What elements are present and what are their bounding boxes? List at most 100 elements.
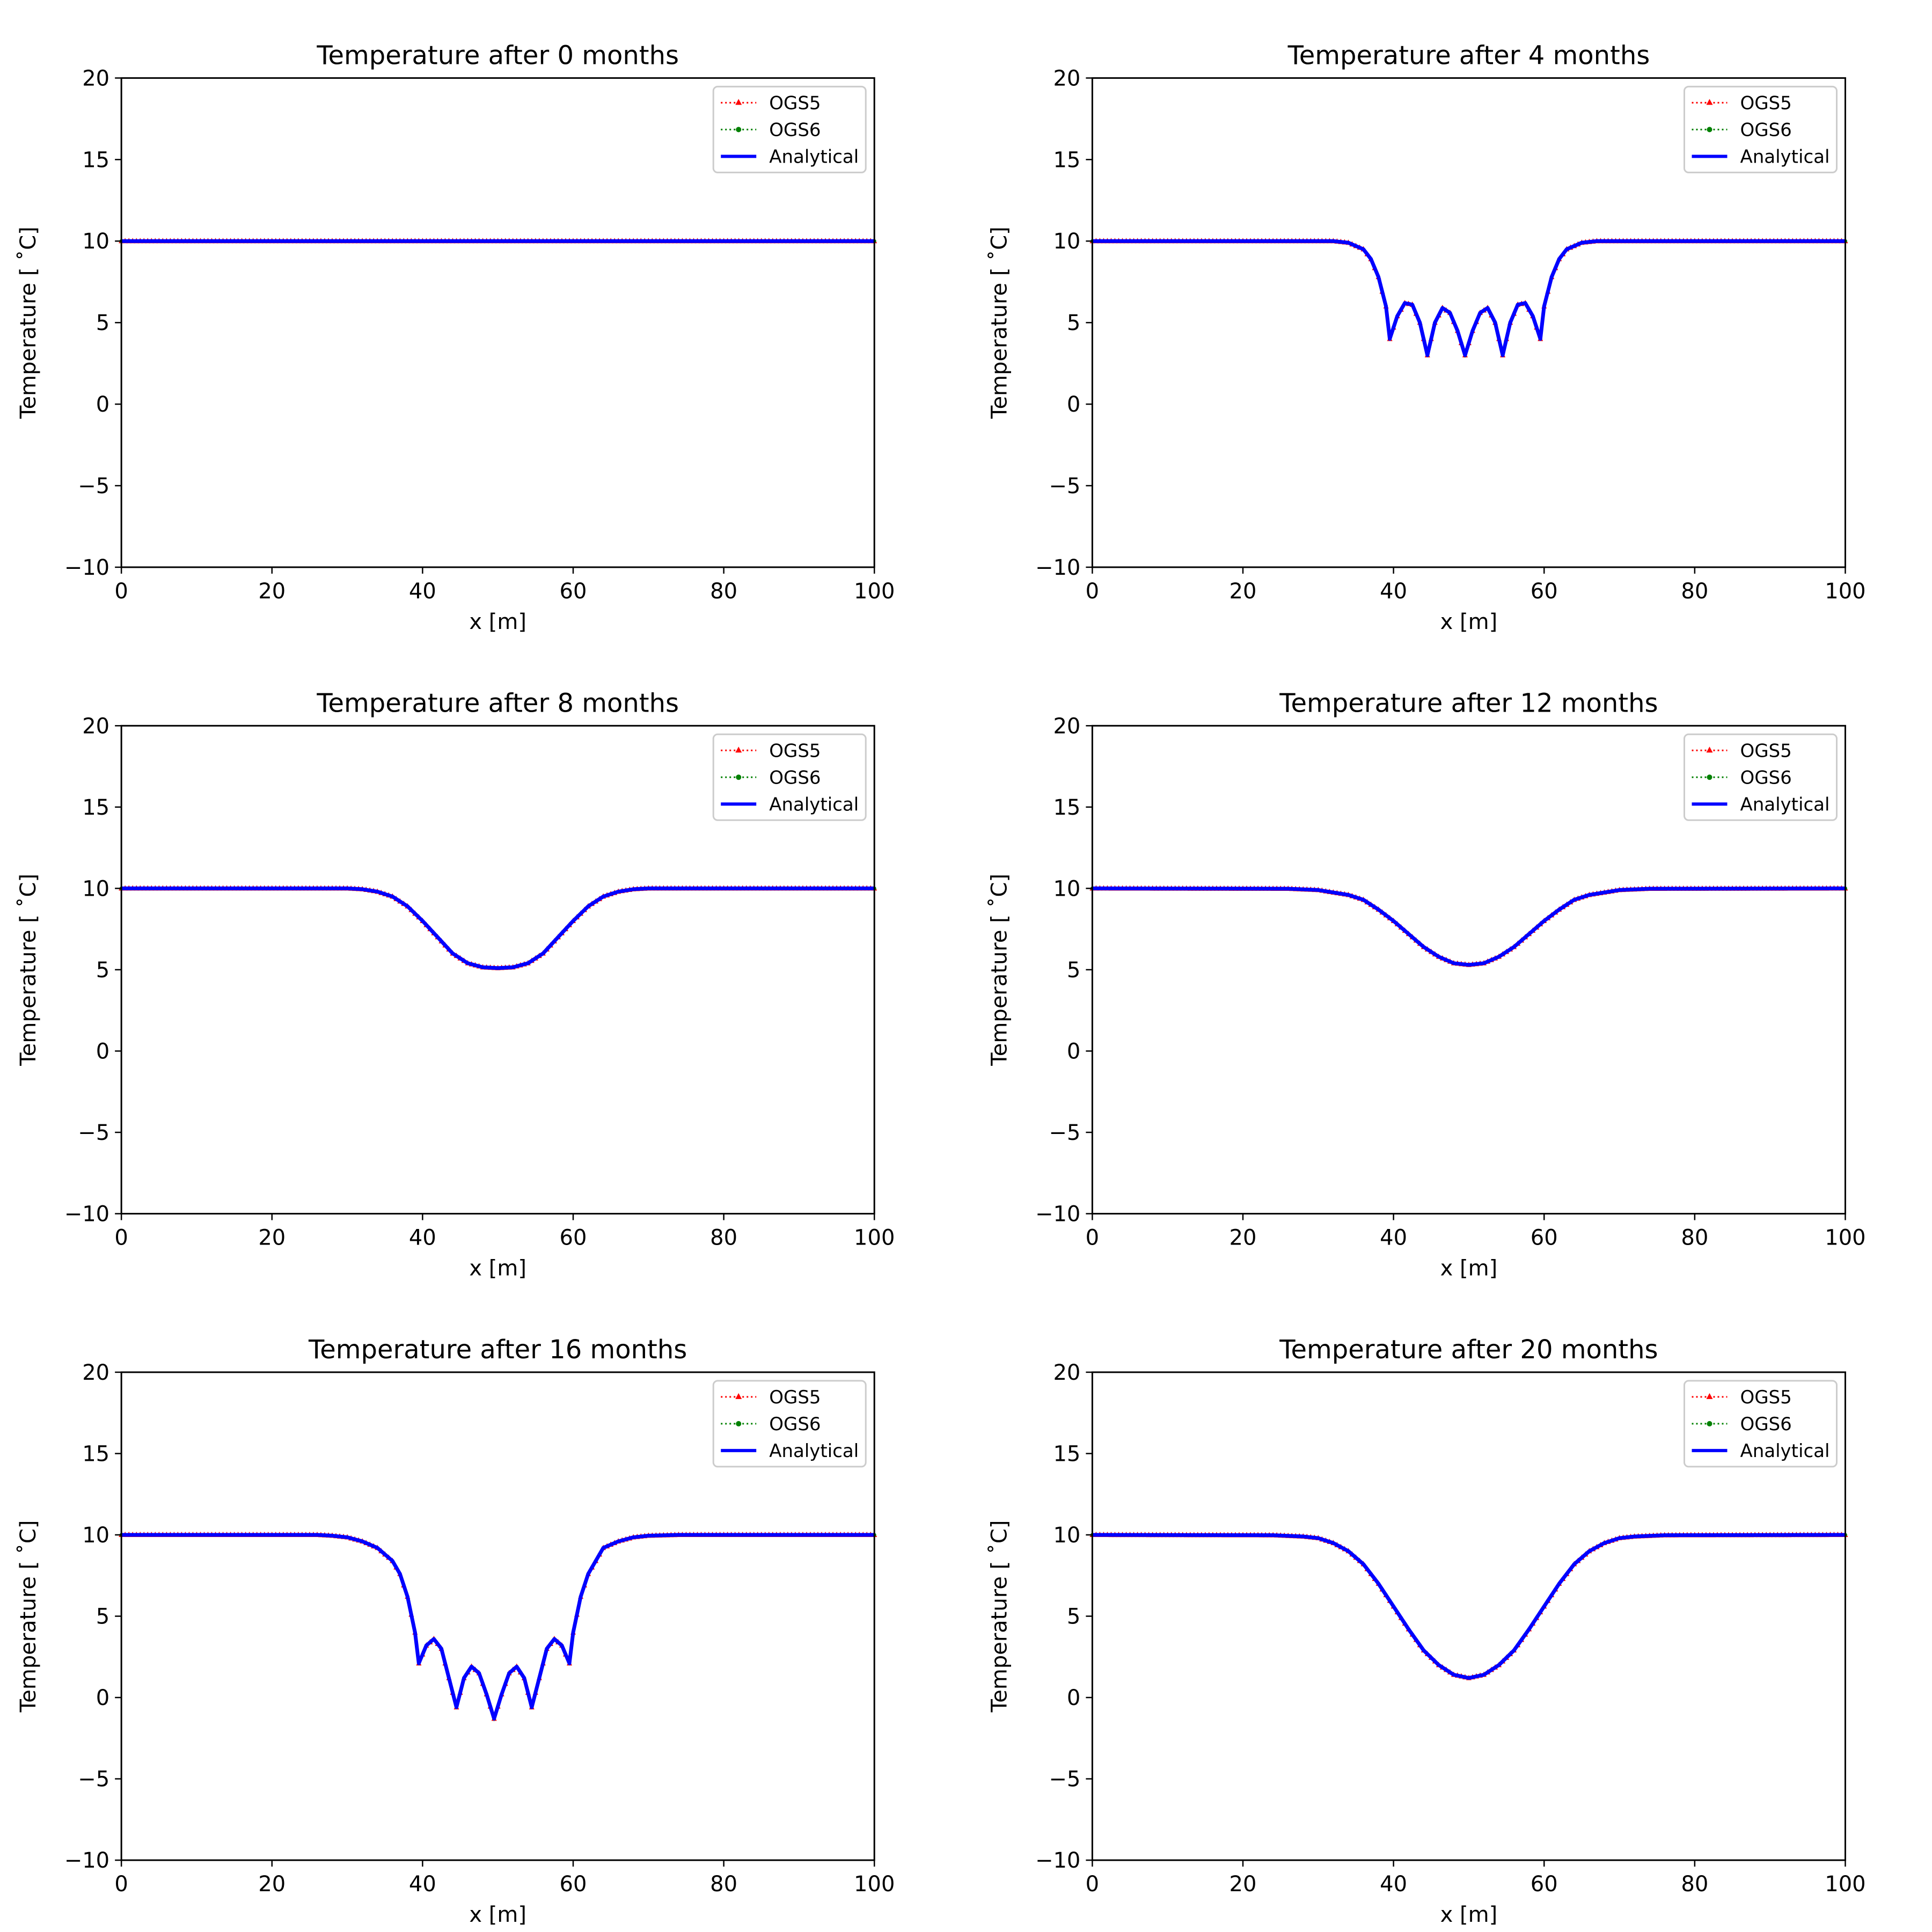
y-tick-label: −5 [78, 1767, 109, 1792]
legend-item-ogs5: OGS5 [1692, 740, 1792, 762]
x-tick-label: 20 [1230, 1872, 1257, 1897]
legend-item-analytical: Analytical [1692, 1440, 1829, 1462]
legend-item-ogs6: OGS6 [721, 767, 821, 788]
legend-item-analytical: Analytical [721, 794, 859, 815]
series-analytical [1092, 886, 1846, 967]
legend-label: Analytical [1740, 1440, 1829, 1462]
y-tick-label: 10 [82, 876, 109, 901]
subplot-title: Temperature after 8 months [316, 688, 679, 718]
x-axis-label: x [m] [1440, 1902, 1498, 1927]
circle-marker-icon [1707, 774, 1713, 780]
x-axis: 0 20 40 60 80 100 [1086, 567, 1866, 604]
x-tick-label: 0 [114, 1872, 128, 1897]
series-analytical [121, 886, 875, 970]
x-tick-label: 0 [114, 1226, 128, 1250]
legend-label: OGS5 [1740, 1387, 1791, 1408]
x-axis: 0 20 40 60 80 100 [114, 1213, 895, 1250]
x-tick-label: 100 [1825, 1872, 1865, 1897]
legend-item-analytical: Analytical [721, 1440, 859, 1462]
x-tick-label: 40 [1380, 579, 1407, 604]
circle-marker-icon [736, 127, 742, 133]
y-tick-label: 10 [82, 1523, 109, 1548]
legend-item-ogs5: OGS5 [721, 92, 821, 114]
legend-label: OGS6 [1740, 767, 1791, 788]
y-tick-label: 10 [82, 229, 109, 254]
x-tick-label: 0 [1086, 579, 1099, 604]
x-axis-label: x [m] [469, 610, 526, 634]
legend-label: OGS6 [1740, 1414, 1791, 1435]
y-tick-label: 0 [1067, 1686, 1080, 1710]
legend-label: OGS5 [769, 1387, 821, 1408]
y-tick-label: 20 [82, 714, 109, 738]
x-tick-label: 80 [1681, 579, 1708, 604]
legend-item-analytical: Analytical [1692, 794, 1829, 815]
circle-marker-icon [736, 1421, 742, 1426]
subplot-title: Temperature after 12 months [1279, 688, 1658, 718]
y-tick-label: 20 [1053, 1360, 1080, 1385]
triangle-marker-icon [735, 1393, 742, 1399]
legend-item-ogs6: OGS6 [721, 1414, 821, 1435]
x-tick-label: 40 [1380, 1872, 1407, 1897]
y-tick-label: 0 [96, 1039, 109, 1064]
legend: OGS5 OGS6 Analytical [712, 1380, 867, 1468]
y-tick-label: −5 [78, 1121, 109, 1145]
y-tick-label: −5 [78, 474, 109, 499]
x-axis: 0 20 40 60 80 100 [114, 567, 895, 604]
x-tick-label: 80 [710, 1872, 737, 1897]
x-tick-label: 80 [710, 1226, 737, 1250]
x-tick-label: 80 [710, 579, 737, 604]
x-axis: 0 20 40 60 80 100 [114, 1860, 895, 1897]
x-tick-label: 20 [258, 579, 286, 604]
y-tick-label: 0 [1067, 392, 1080, 417]
x-tick-label: 100 [854, 579, 895, 604]
y-axis: −10 −5 0 5 10 15 20 [64, 66, 122, 580]
x-tick-label: 20 [258, 1872, 286, 1897]
x-tick-label: 20 [258, 1226, 286, 1250]
y-tick-label: −10 [1035, 555, 1080, 580]
x-tick-label: 80 [1681, 1872, 1708, 1897]
y-tick-label: 10 [1053, 876, 1080, 901]
series-ogs5 [1089, 1532, 1848, 1680]
x-tick-label: 40 [409, 1872, 436, 1897]
x-tick-label: 60 [1531, 1226, 1558, 1250]
triangle-marker-icon [1706, 1393, 1713, 1399]
x-axis: 0 20 40 60 80 100 [1086, 1213, 1866, 1250]
y-tick-label: 20 [82, 1360, 109, 1385]
y-tick-label: 5 [1067, 958, 1080, 983]
legend-label: Analytical [769, 1440, 859, 1462]
circle-marker-icon [1707, 127, 1713, 133]
legend-label: Analytical [1740, 794, 1829, 815]
y-tick-label: 0 [96, 392, 109, 417]
y-tick-label: −10 [64, 1848, 109, 1873]
y-tick-label: 15 [82, 1441, 109, 1466]
legend: OGS5 OGS6 Analytical [1683, 85, 1838, 173]
y-tick-label: −10 [1035, 1202, 1080, 1227]
y-axis: −10 −5 0 5 10 15 20 [64, 1360, 122, 1873]
y-tick-label: 20 [1053, 714, 1080, 738]
series-ogs5 [119, 1532, 877, 1722]
y-tick-label: 0 [1067, 1039, 1080, 1064]
legend-item-ogs5: OGS5 [721, 1387, 821, 1408]
legend-item-ogs6: OGS6 [1692, 767, 1792, 788]
x-tick-label: 60 [560, 579, 587, 604]
y-axis: −10 −5 0 5 10 15 20 [1035, 66, 1093, 580]
y-axis-label: Temperature [ ˚C] [987, 1520, 1012, 1713]
series-analytical [1092, 239, 1846, 357]
legend: OGS5 OGS6 Analytical [1683, 733, 1838, 821]
y-axis-label: Temperature [ ˚C] [987, 874, 1012, 1066]
legend: OGS5 OGS6 Analytical [712, 85, 867, 173]
x-tick-label: 100 [854, 1226, 895, 1250]
y-axis: −10 −5 0 5 10 15 20 [1035, 1360, 1093, 1873]
subplot-title: Temperature after 4 months [1287, 40, 1650, 70]
x-axis-label: x [m] [1440, 610, 1498, 634]
x-tick-label: 40 [1380, 1226, 1407, 1250]
y-tick-label: 0 [96, 1686, 109, 1710]
subplot-title: Temperature after 20 months [1279, 1335, 1658, 1365]
x-axis: 0 20 40 60 80 100 [1086, 1860, 1866, 1897]
legend-label: OGS5 [769, 740, 821, 762]
circle-marker-icon [1707, 1421, 1713, 1426]
x-tick-label: 60 [1531, 1872, 1558, 1897]
